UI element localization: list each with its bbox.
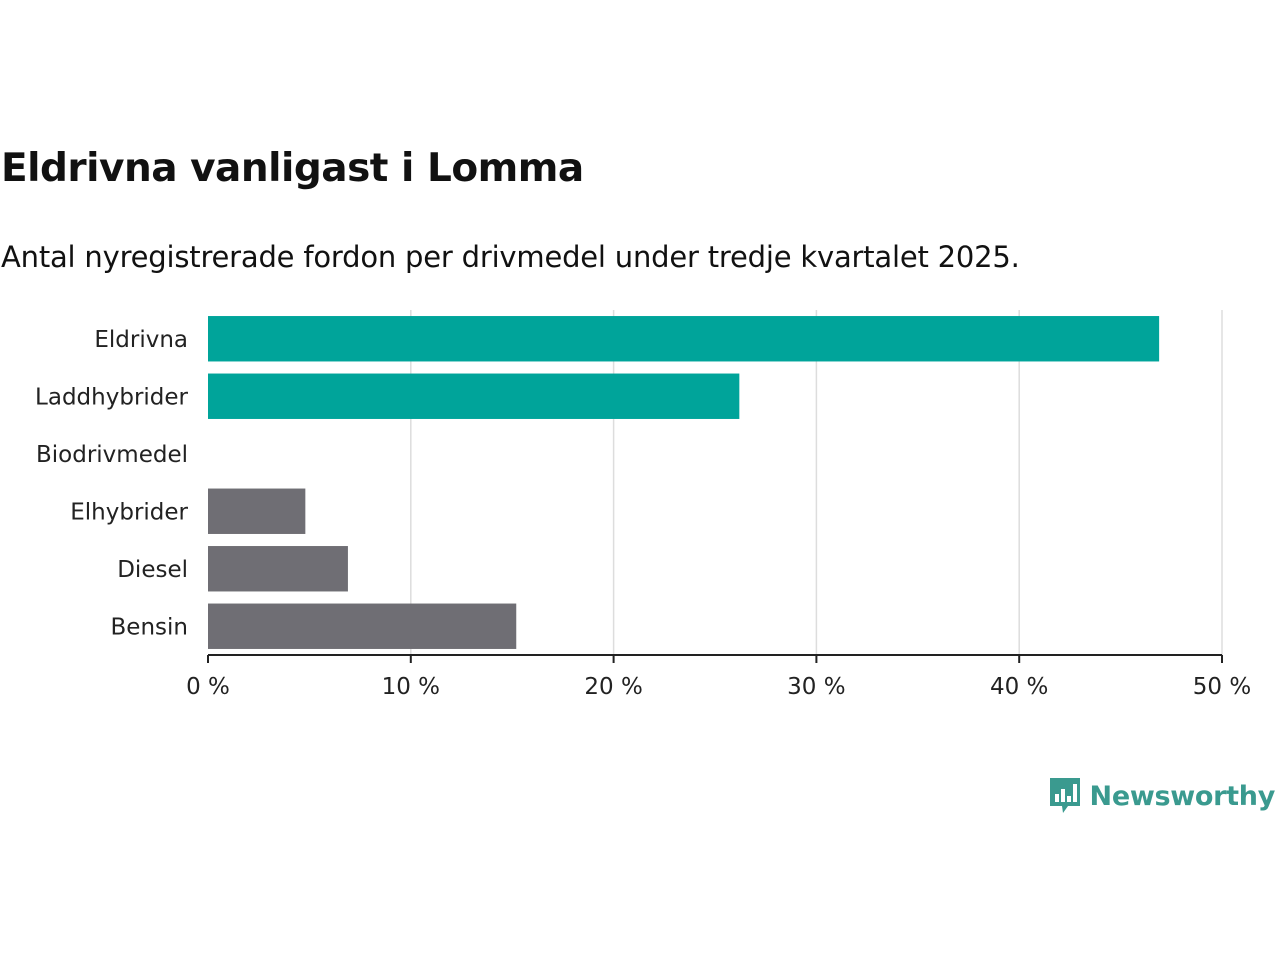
chart-title: Eldrivna vanligast i Lomma: [1, 146, 584, 191]
x-tick-label-30: 30 %: [787, 674, 845, 700]
bars: [208, 316, 1160, 649]
bar-chart: Eldrivna Laddhybrider Biodrivmedel Elhybrid…: [35, 310, 1251, 700]
bar-eldrivna: [208, 316, 1160, 362]
x-tick-label-0: 0 %: [186, 674, 230, 700]
category-label-laddhybrider: Laddhybrider: [35, 384, 188, 410]
x-axis: 0 % 10 % 20 % 30 % 40 % 50 %: [186, 654, 1251, 700]
category-label-elhybrider: Elhybrider: [70, 499, 188, 525]
x-tick-label-20: 20 %: [584, 674, 642, 700]
bar-laddhybrider: [208, 373, 740, 419]
brand-name: Newsworthy: [1089, 780, 1276, 812]
newsworthy-chart-icon: [1049, 778, 1080, 813]
bar-bensin: [208, 603, 517, 649]
x-tick-label-50: 50 %: [1193, 674, 1251, 700]
bar-diesel: [208, 546, 348, 592]
gridlines: [410, 310, 1223, 655]
category-label-diesel: Diesel: [117, 557, 188, 583]
category-label-eldrivna: Eldrivna: [94, 327, 188, 353]
bar-elhybrider: [208, 488, 306, 534]
category-labels: Eldrivna Laddhybrider Biodrivmedel Elhybrid…: [35, 327, 188, 641]
category-label-bensin: Bensin: [111, 614, 188, 640]
category-label-biodrivmedel: Biodrivmedel: [36, 442, 188, 468]
chart-subtitle: Antal nyregistrerade fordon per drivmede…: [1, 240, 1020, 274]
x-tick-label-40: 40 %: [990, 674, 1048, 700]
x-tick-label-10: 10 %: [382, 674, 440, 700]
newsworthy-logo: Newsworthy: [1048, 776, 1275, 816]
